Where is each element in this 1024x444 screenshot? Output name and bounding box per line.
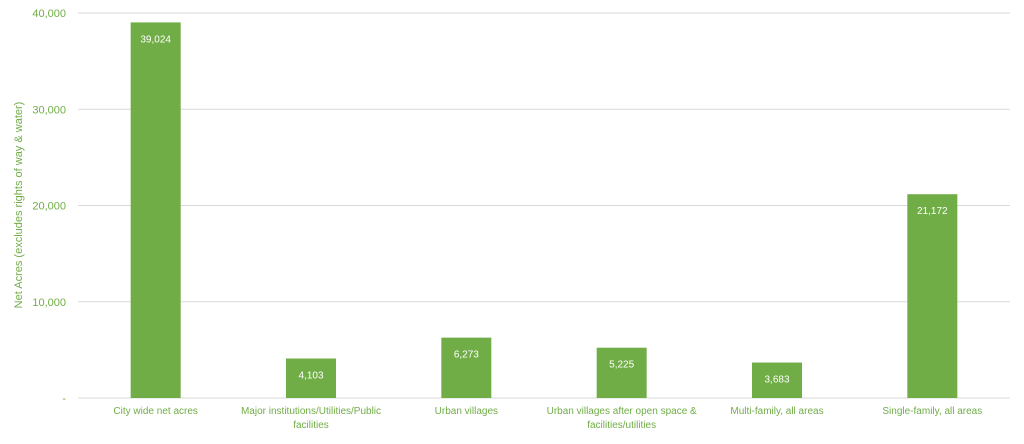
y-axis-title: Net Acres (excludes rights of way & wate…	[13, 102, 25, 309]
data-label: 5,225	[609, 360, 634, 371]
data-label: 6,273	[454, 350, 479, 361]
category-label: Urban villages	[435, 406, 498, 417]
category-label: Major institutions/Utilities/Public	[241, 406, 381, 417]
data-label: 39,024	[140, 34, 171, 45]
bar	[596, 347, 647, 398]
category-label: City wide net acres	[113, 406, 197, 417]
category-label: facilities/utilities	[587, 420, 656, 431]
bar	[130, 22, 181, 398]
category-label: Urban villages after open space &	[547, 406, 697, 417]
y-tick-label: 40,000	[32, 8, 66, 20]
bar	[286, 358, 336, 398]
bar	[441, 337, 492, 398]
bars	[130, 22, 958, 398]
bar	[907, 194, 958, 398]
y-tick-label: 30,000	[32, 104, 66, 116]
y-tick-label: -	[62, 393, 66, 405]
data-label: 3,683	[764, 375, 789, 386]
y-tick-label: 20,000	[32, 201, 66, 213]
bar	[752, 362, 802, 398]
y-axis-ticks: - 10,000 20,000 30,000 40,000	[32, 8, 66, 405]
y-tick-label: 10,000	[32, 297, 66, 309]
category-label: Multi-family, all areas	[730, 406, 823, 417]
category-label: facilities	[293, 420, 329, 431]
data-label: 4,103	[298, 371, 323, 382]
data-label: 21,172	[917, 206, 948, 217]
x-axis-categories: City wide net acres Major institutions/Ut…	[113, 406, 982, 431]
category-label: Single-family, all areas	[882, 406, 982, 417]
data-labels: 39,024 4,103 6,273 5,225 3,683 21,172	[140, 34, 948, 385]
gridlines	[78, 12, 1010, 399]
